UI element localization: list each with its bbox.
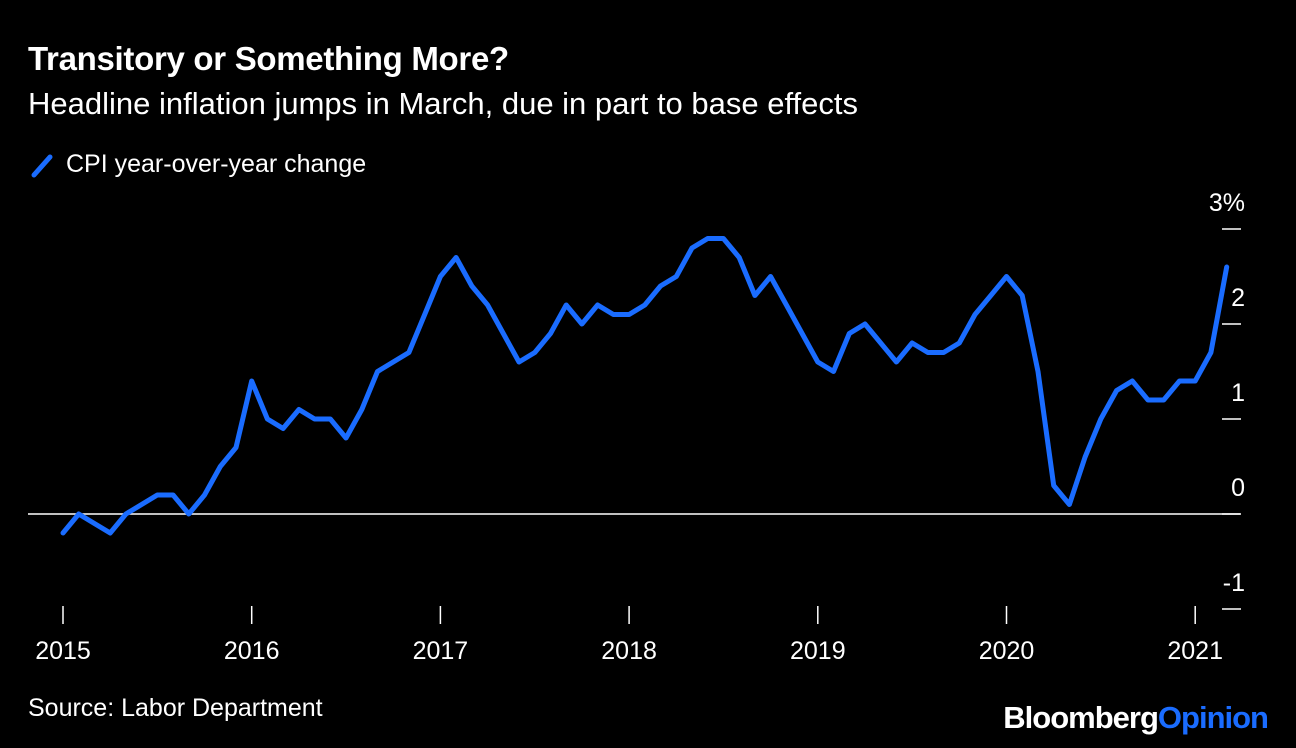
chart-title: Transitory or Something More? (28, 40, 509, 77)
x-tick-label: 2019 (790, 637, 846, 665)
series-line-cpi (60, 236, 1230, 536)
y-tick-label: 3% (1209, 189, 1245, 217)
chart-subtitle: Headline inflation jumps in March, due i… (28, 86, 859, 121)
series-group (60, 236, 1230, 536)
y-tick-label: 1 (1231, 379, 1245, 407)
legend-swatch-icon (31, 154, 53, 177)
x-tick-label: 2018 (601, 637, 657, 665)
y-tick-label: -1 (1223, 569, 1245, 597)
y-tick-label: 0 (1231, 474, 1245, 502)
legend-label: CPI year-over-year change (66, 150, 367, 178)
x-tick-label: 2016 (224, 637, 280, 665)
x-axis: 2015 2016 2017 2018 2019 2020 2021 (35, 606, 1223, 665)
x-tick-label: 2017 (413, 637, 469, 665)
legend: CPI year-over-year change (30, 150, 366, 179)
brand-logo-part1: Bloomberg (1003, 700, 1159, 735)
y-axis: 3% 2 1 0 -1 (28, 189, 1245, 610)
brand-logo-part2: Opinion (1157, 700, 1269, 735)
x-tick-label: 2020 (979, 637, 1035, 665)
x-tick-label: 2021 (1167, 637, 1223, 665)
y-tick-label: 2 (1231, 284, 1245, 312)
x-tick-label: 2015 (35, 637, 91, 665)
source-note: Source: Labor Department (28, 694, 323, 722)
brand-logo: BloombergOpinion (1003, 700, 1269, 736)
